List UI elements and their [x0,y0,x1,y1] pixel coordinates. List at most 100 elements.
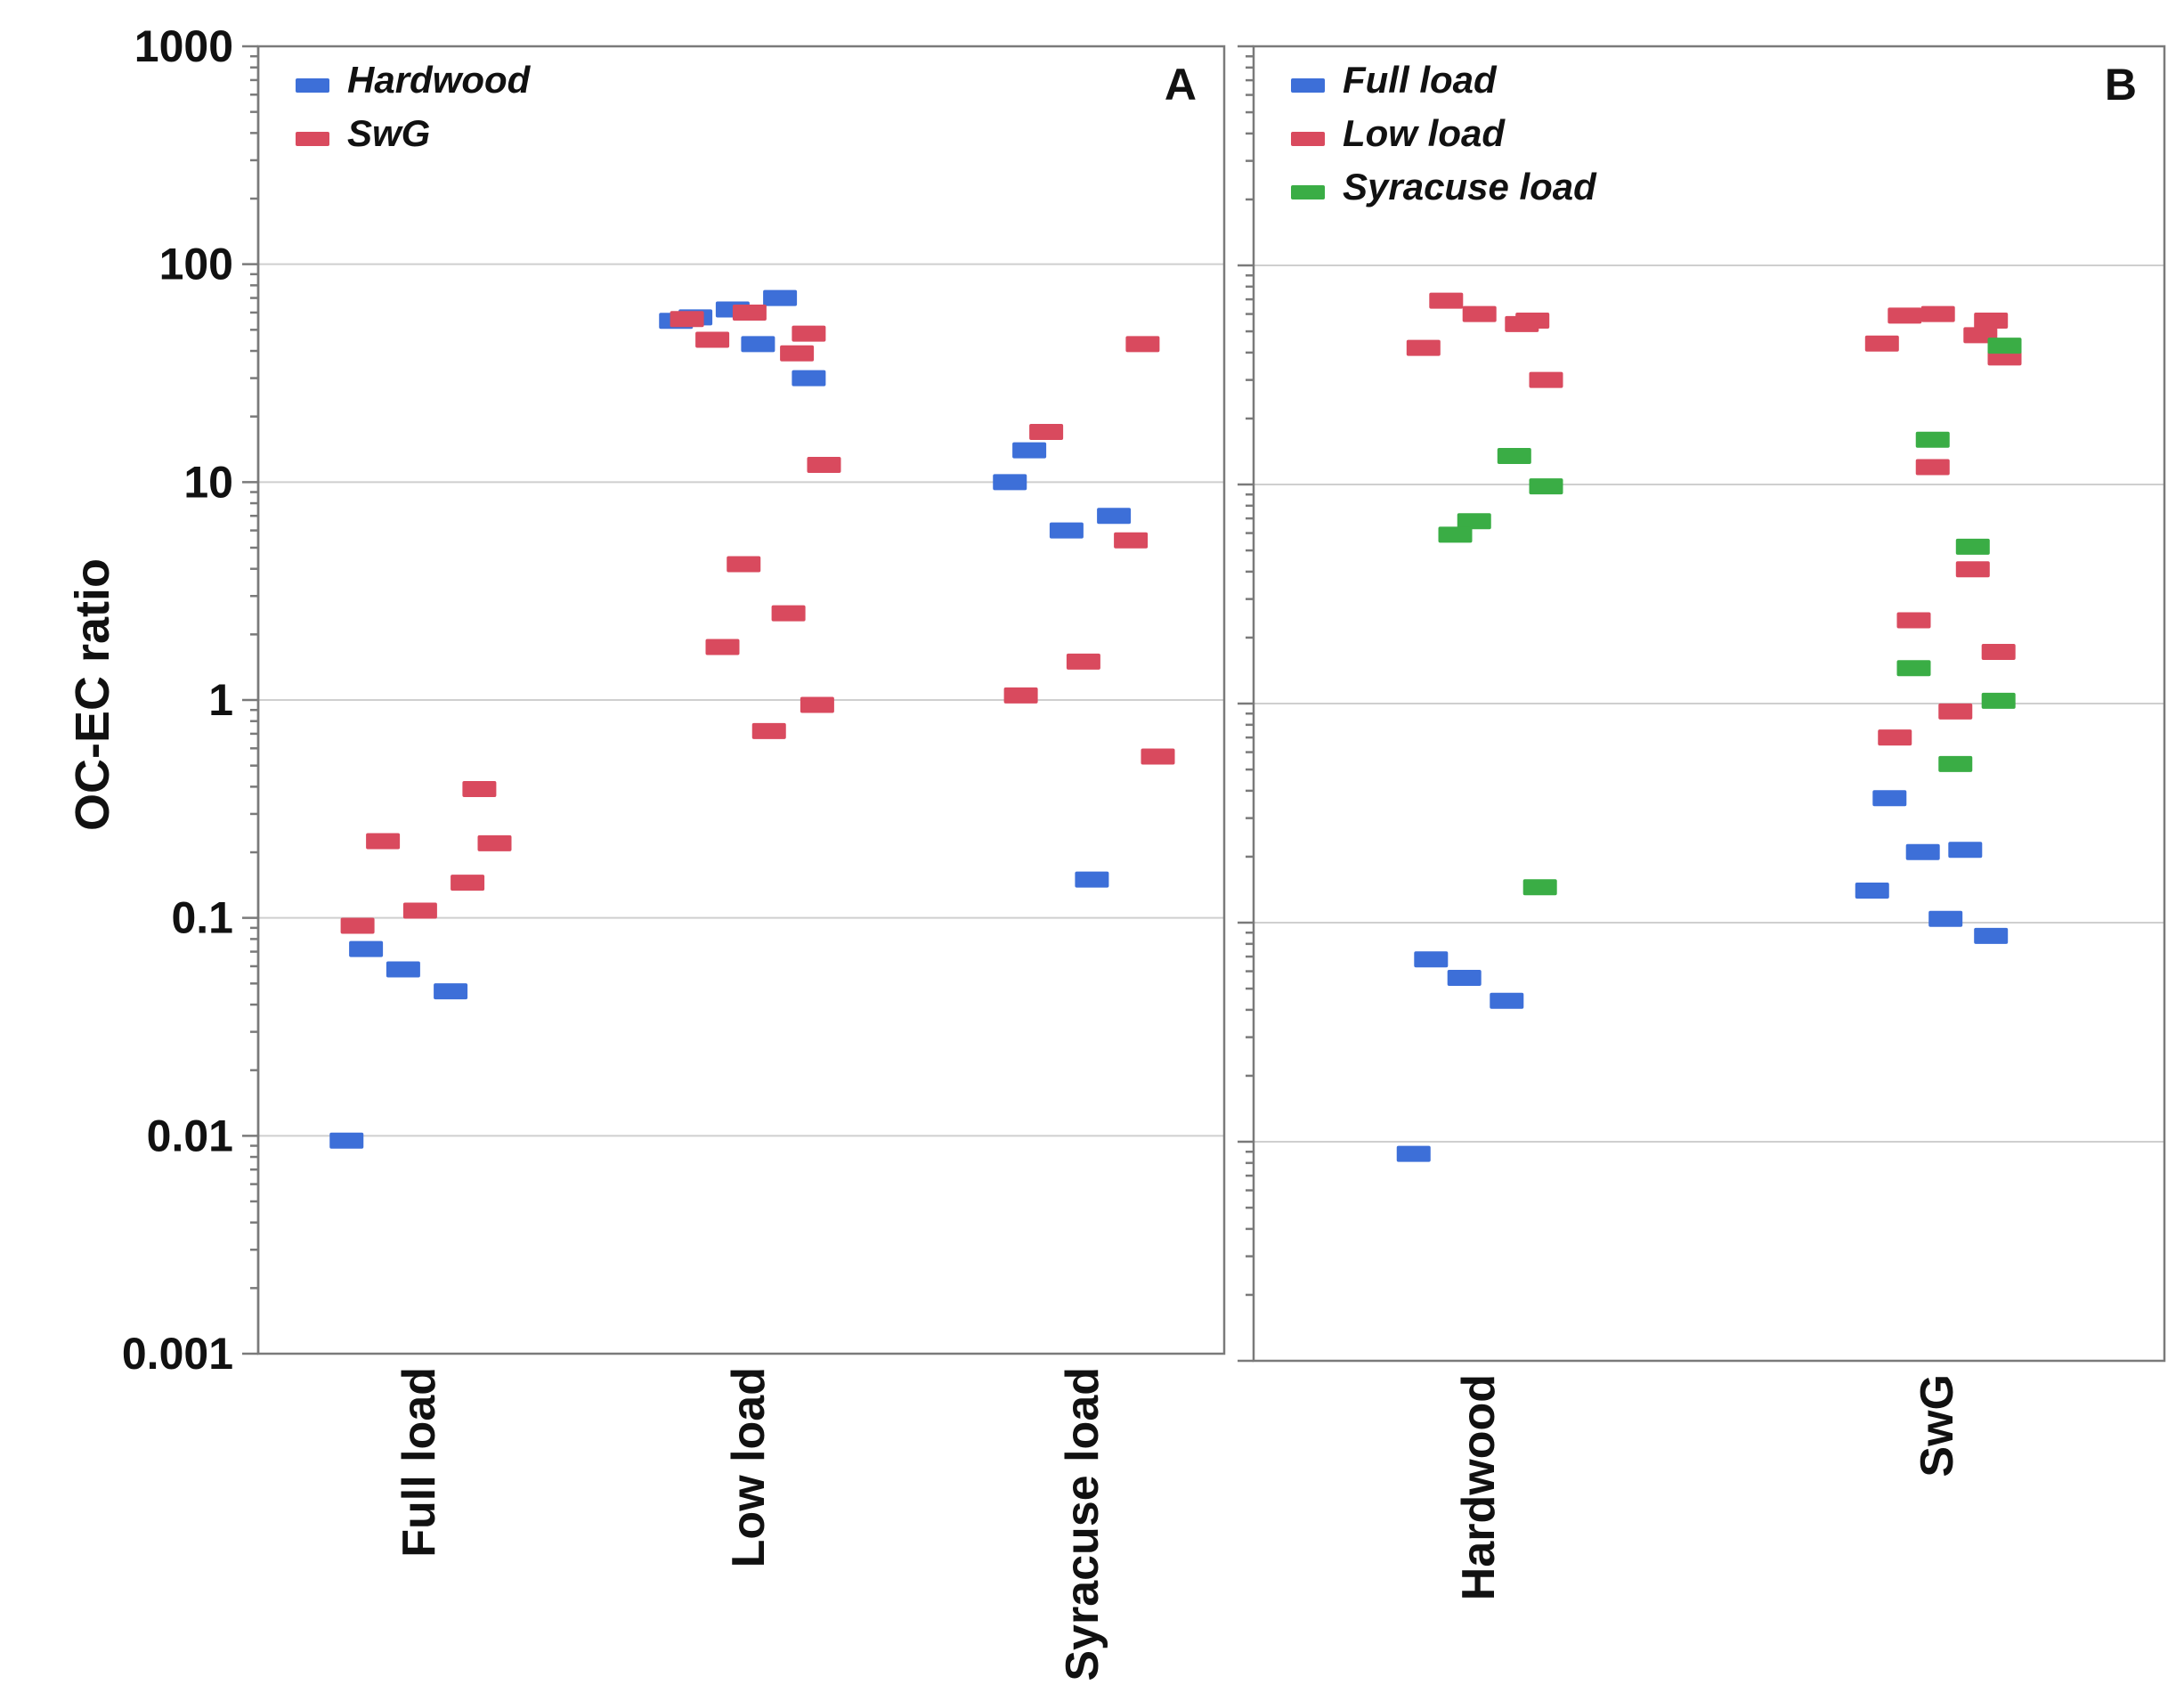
data-point-swg [705,639,740,655]
y-axis-ticks-panel-b [1238,45,1254,1363]
legend-panel-a: Hardwood SwG [296,59,532,154]
category-labels-panel-a: Full load Low load Syracuse load [394,1367,1108,1681]
data-point-hardwood [1049,522,1084,539]
data-point-low-load [1981,644,2016,661]
data-point-hardwood [329,1132,364,1149]
data-point-swg [1029,423,1064,440]
data-point-swg [1141,748,1175,765]
legend-swatch-full-load [1291,78,1325,93]
data-point-full-load [1928,910,1963,927]
data-point-syracuse-load [1522,879,1557,896]
data-point-syracuse-load [1529,478,1563,495]
data-point-swg [1066,653,1100,670]
legend-label-low-load: Low load [1343,112,1506,154]
data-point-low-load [1878,729,1912,746]
y-tick-label: 1 [208,675,233,725]
panel-b: B Full load Low load Syracuse load Hardwoo… [1238,45,2166,1600]
gridlines-panel-b [1254,265,2164,1143]
legend-swatch-low-load [1291,132,1325,146]
data-point-swg [1003,687,1038,704]
y-axis-tick-labels: 1000 100 10 1 0.1 0.01 0.001 [122,21,233,1379]
panel-a: 1000 100 10 1 0.1 0.01 0.001 OC-EC ratio A Har… [66,21,1226,1681]
category-labels-panel-b: Hardwood SwG [1453,1374,1963,1600]
data-point-swg [402,902,437,919]
data-point-hardwood [1075,871,1109,888]
data-point-low-load [1529,371,1563,388]
data-point-low-load [1938,703,1973,720]
data-point-low-load [1920,305,1955,322]
category-label-swg: SwG [1912,1374,1963,1477]
panel-letter-a: A [1165,60,1197,110]
y-tick-label: 0.1 [171,893,233,943]
data-point-swg [807,456,841,473]
data-point-low-load [1888,307,1922,324]
data-point-syracuse-load [1438,526,1473,543]
data-point-hardwood [434,983,468,1000]
data-point-syracuse-load [1981,692,2016,709]
data-point-low-load [1955,561,1990,578]
data-point-low-load [1429,292,1464,309]
category-label-syracuse-load: Syracuse load [1057,1367,1108,1681]
data-point-swg [800,696,834,713]
data-point-swg [340,917,375,934]
data-point-syracuse-load [1896,660,1931,677]
data-point-hardwood [763,289,798,306]
category-label-low-load: Low load [723,1367,775,1567]
data-point-full-load [1414,951,1449,968]
data-point-swg [727,556,761,573]
data-point-full-load [1872,790,1907,807]
data-point-swg [695,331,730,348]
data-point-syracuse-load [1938,755,1973,772]
data-point-hardwood [792,370,826,387]
data-point-swg [1125,336,1160,353]
data-point-low-load [1974,312,2009,329]
data-point-swg [366,833,401,850]
data-marks-panel-b [1396,292,2022,1162]
legend-label-syracuse-load: Syracuse load [1343,166,1597,208]
data-point-swg [771,605,806,622]
data-point-syracuse-load [1987,338,2022,354]
data-marks-panel-a [329,289,1175,1149]
data-point-swg [451,875,485,891]
y-tick-label: 100 [159,240,233,289]
data-point-low-load [1896,612,1931,629]
data-point-low-load [1505,315,1539,332]
data-point-low-load [1864,335,1899,352]
data-point-full-load [1490,992,1524,1009]
gridlines-panel-a [258,263,1224,1137]
data-point-syracuse-load [1497,447,1531,464]
y-tick-label: 0.01 [147,1111,233,1160]
data-point-hardwood [993,474,1027,491]
data-point-hardwood [386,961,420,978]
data-point-low-load [1462,305,1497,322]
data-point-swg [780,345,815,362]
legend-label-swg: SwG [347,112,430,154]
category-label-hardwood: Hardwood [1453,1374,1505,1600]
data-point-swg [462,781,497,798]
y-axis-ticks [242,45,258,1355]
legend-label-hardwood: Hardwood [347,59,532,101]
legend-swatch-hardwood [296,78,329,93]
y-tick-label: 0.001 [122,1329,233,1379]
data-point-syracuse-load [1915,431,1950,448]
data-point-hardwood [741,336,775,353]
data-point-hardwood [1097,508,1132,525]
legend-swatch-syracuse-load [1291,185,1325,199]
data-point-full-load [1974,927,2009,944]
data-point-syracuse-load [1457,513,1491,530]
data-point-swg [477,834,512,851]
data-point-full-load [1905,843,1940,860]
data-point-swg [792,325,826,342]
category-label-full-load: Full load [394,1367,445,1558]
panel-letter-b: B [2105,60,2137,110]
legend-panel-b: Full load Low load Syracuse load [1291,59,1597,208]
data-point-swg [670,311,704,328]
data-point-full-load [1948,842,1983,859]
data-point-full-load [1855,883,1889,899]
data-point-hardwood [1012,442,1047,459]
legend-swatch-swg [296,132,329,146]
data-point-full-load [1396,1145,1431,1162]
y-tick-label: 10 [183,457,233,507]
data-point-swg [732,304,767,321]
data-point-swg [1114,532,1149,549]
